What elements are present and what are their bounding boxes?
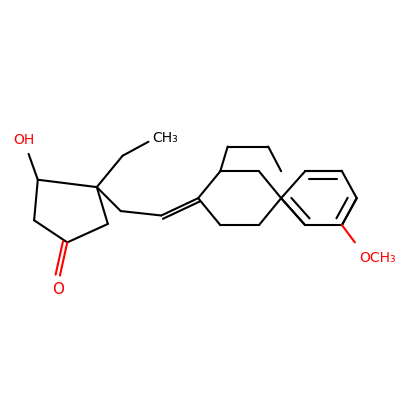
Text: CH₃: CH₃ — [152, 131, 178, 145]
Text: OCH₃: OCH₃ — [360, 250, 396, 264]
Text: OH: OH — [14, 132, 35, 146]
Text: O: O — [52, 282, 64, 297]
